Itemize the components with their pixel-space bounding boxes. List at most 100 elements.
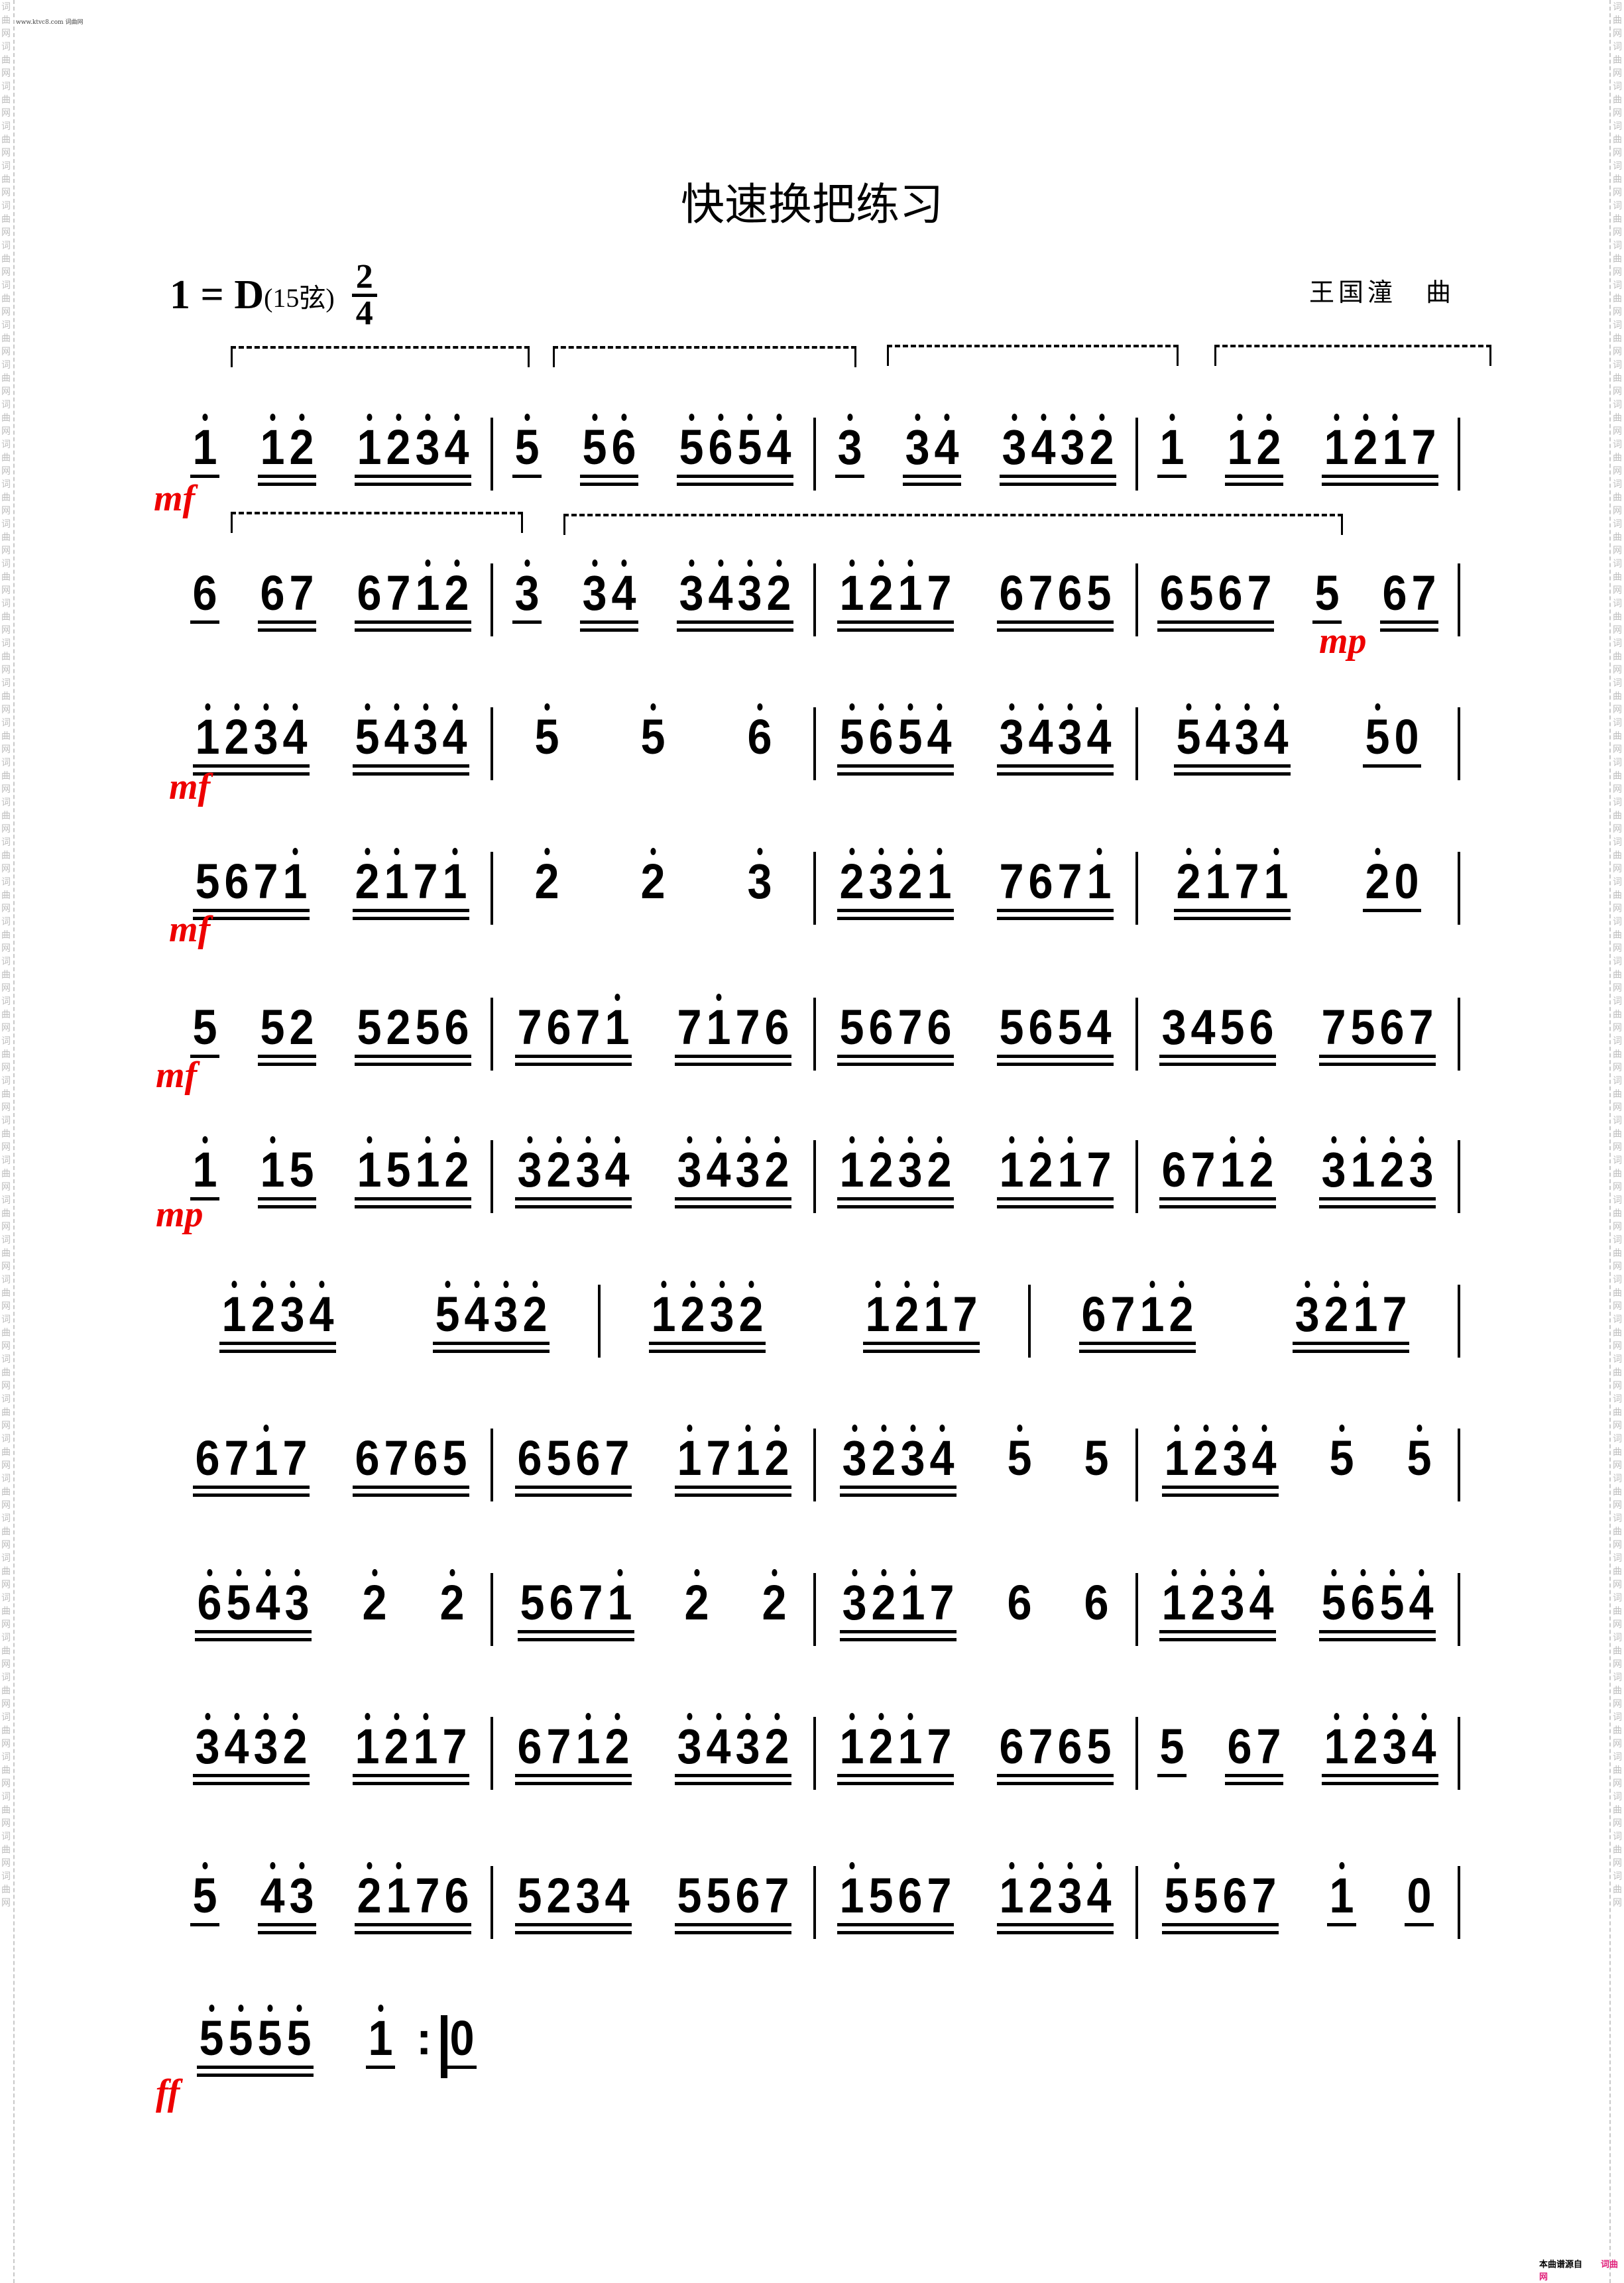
note: 5 <box>1086 565 1112 620</box>
position-bracket <box>553 346 856 367</box>
note: 3 <box>1321 1136 1346 1197</box>
note: 7 <box>1110 1287 1135 1342</box>
note: 2 <box>386 1000 411 1055</box>
note: 4 <box>766 414 791 475</box>
time-top: 2 <box>355 258 373 296</box>
note-group: 5 <box>1312 569 1342 624</box>
note: 7 <box>282 1431 308 1486</box>
note: 6 <box>898 1868 923 1923</box>
note: 2 <box>289 414 314 475</box>
note: 6 <box>1379 1000 1405 1055</box>
note: 5 <box>839 703 864 764</box>
note: 3 <box>999 703 1024 764</box>
note: 3 <box>1057 1862 1082 1923</box>
note: 3 <box>898 1136 923 1197</box>
note: 4 <box>929 1425 955 1486</box>
note: 1 <box>839 559 864 620</box>
note: 5 <box>514 414 540 475</box>
note-group: 6 <box>190 569 220 624</box>
note: 2 <box>680 1281 705 1342</box>
note: 4 <box>1205 703 1230 764</box>
note: 1 <box>1220 1136 1245 1197</box>
note: 6 <box>1227 1719 1252 1774</box>
note: 7 <box>927 1868 952 1923</box>
note: 7 <box>578 1575 603 1630</box>
note: 4 <box>1028 703 1053 764</box>
note: 6 <box>611 414 636 475</box>
key-strings: (15弦) <box>264 282 335 313</box>
footer-label: 本曲谱源自 <box>1539 2259 1583 2269</box>
note: 1 <box>1205 848 1230 909</box>
note: 3 <box>1234 703 1259 764</box>
note: 6 <box>413 1431 438 1486</box>
footer-site-link[interactable]: 词曲网 <box>1539 2259 1619 2282</box>
note: 6 <box>546 1000 571 1055</box>
note: 6 <box>1084 1575 1109 1630</box>
note: 5 <box>1189 565 1214 620</box>
note: 7 <box>575 1000 601 1055</box>
key-signature: 1 = D (15弦) 2 4 <box>170 258 377 331</box>
note: 6 <box>1249 1000 1274 1055</box>
note: 3 <box>737 559 762 620</box>
note: 2 <box>546 1868 571 1923</box>
note-group: 5 <box>1082 1434 1111 1486</box>
dynamic-mark: ff <box>156 2072 180 2113</box>
note: 2 <box>868 1713 894 1774</box>
note: 1 <box>575 1713 601 1774</box>
note-group: 0 <box>447 2014 477 2069</box>
note: 1 <box>865 1281 890 1342</box>
note: 3 <box>735 1136 760 1197</box>
note: 4 <box>706 1136 731 1197</box>
note: 1 <box>357 414 382 475</box>
note: 1 <box>1161 1569 1187 1630</box>
note: 5 <box>1350 1000 1375 1055</box>
note: 7 <box>929 1575 955 1630</box>
note: 6 <box>195 1431 220 1486</box>
note: 6 <box>517 1431 542 1486</box>
note: 2 <box>362 1569 387 1630</box>
note: 5 <box>415 1000 440 1055</box>
note: 1 <box>1324 414 1349 475</box>
note: 2 <box>357 1862 382 1923</box>
note: 3 <box>284 1569 310 1630</box>
note: 2 <box>289 1000 314 1055</box>
note: 5 <box>257 2005 282 2066</box>
note: 4 <box>1249 1569 1274 1630</box>
note: 5 <box>679 414 704 475</box>
note: 3 <box>679 559 704 620</box>
note: 3 <box>1295 1281 1320 1342</box>
note: 7 <box>517 1000 542 1055</box>
note: 1 <box>735 1425 760 1486</box>
right-margin-watermark: 词曲网词曲网词曲网词曲网词曲网词曲网词曲网词曲网词曲网词曲网词曲网词曲网词曲网词… <box>1613 1 1622 1908</box>
note: 2 <box>444 1136 469 1197</box>
note: 1 <box>1353 1281 1378 1342</box>
note: 5 <box>1176 703 1201 764</box>
note: 3 <box>842 1425 867 1486</box>
position-bracket <box>563 514 1343 535</box>
note: 5 <box>520 1575 545 1630</box>
note: 6 <box>1028 854 1053 909</box>
